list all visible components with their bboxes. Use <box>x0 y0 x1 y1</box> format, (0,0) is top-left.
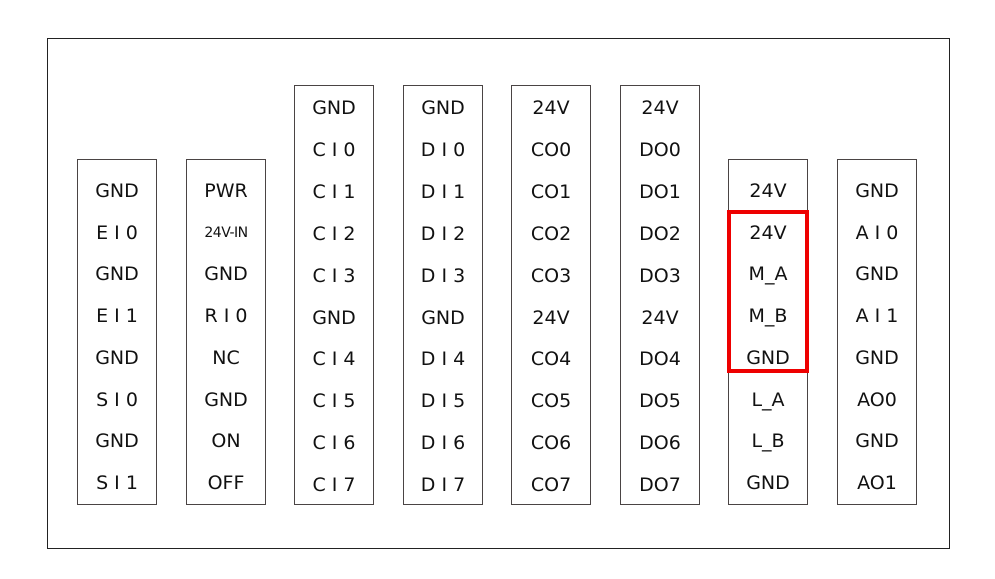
pin-label: CO5 <box>530 390 572 413</box>
pin-label: D I 0 <box>420 138 466 161</box>
pin-label: L_B <box>751 430 785 453</box>
pin-label: GND <box>746 346 790 369</box>
terminal-col-motor: 24V 24V M_A M_B GND L_A L_B GND <box>728 159 808 505</box>
pin-label: E I 0 <box>96 221 138 244</box>
pin-label: NC <box>212 346 240 369</box>
terminal-col-ai-ao: GND A I 0 GND A I 1 GND AO0 GND AO1 <box>837 159 917 505</box>
pin-label: M_A <box>748 263 788 286</box>
pin-label: DO7 <box>639 474 681 497</box>
highlight-box-motor-pins <box>727 210 809 373</box>
pin-label: DO6 <box>639 432 681 455</box>
pin-label: 24V <box>641 97 679 119</box>
pin-label: GND <box>312 306 356 329</box>
pin-label: M_B <box>748 305 788 328</box>
pin-label: GND <box>855 430 899 453</box>
pin-label: GND <box>855 180 899 202</box>
pin-label: D I 6 <box>420 432 466 455</box>
pin-label: GND <box>204 263 248 286</box>
pin-label: C I 3 <box>312 264 356 287</box>
terminal-col-ci: GND C I 0 C I 1 C I 2 C I 3 GND C I 4 C I 5 C I … <box>294 85 374 505</box>
pin-label: A I 0 <box>855 221 899 244</box>
pin-label: S I 0 <box>96 388 138 411</box>
terminal-col-do: 24V DO0 DO1 DO2 DO3 24V DO4 DO5 DO6 DO7 <box>620 85 700 505</box>
pin-label: 24V <box>749 180 787 202</box>
pin-label: C I 5 <box>312 390 356 413</box>
pin-label: OFF <box>207 471 245 494</box>
pin-label: GND <box>95 180 139 202</box>
pin-label: AO0 <box>857 388 897 411</box>
pin-label: DO5 <box>639 390 681 413</box>
pin-label: AO1 <box>857 471 897 494</box>
pin-label: R I 0 <box>204 305 248 328</box>
pin-label: 24V <box>749 221 787 244</box>
pin-label: 24V <box>641 306 679 329</box>
pin-label: ON <box>211 430 241 453</box>
pin-label: 24V <box>532 306 570 329</box>
pin-label: S I 1 <box>96 471 138 494</box>
pin-label: GND <box>95 430 139 453</box>
pin-label: D I 3 <box>420 264 466 287</box>
pin-label: L_A <box>751 388 785 411</box>
pin-label: GND <box>312 97 356 119</box>
pin-label: GND <box>95 346 139 369</box>
pin-label: GND <box>855 263 899 286</box>
pin-label: C I 7 <box>312 474 356 497</box>
pin-label: CO1 <box>530 180 572 203</box>
pin-label: D I 5 <box>420 390 466 413</box>
pin-label: CO7 <box>530 474 572 497</box>
pin-label: DO1 <box>639 180 681 203</box>
pin-label: CO0 <box>530 138 572 161</box>
pin-label: PWR <box>204 180 248 202</box>
pin-label: CO4 <box>530 348 572 371</box>
pin-label: C I 6 <box>312 432 356 455</box>
terminal-col-pwr: PWR 24V-IN GND R I 0 NC GND ON OFF <box>186 159 266 505</box>
pin-label: D I 4 <box>420 348 466 371</box>
pin-label: GND <box>421 97 465 119</box>
terminal-col-co: 24V CO0 CO1 CO2 CO3 24V CO4 CO5 CO6 CO7 <box>511 85 591 505</box>
pin-label: D I 1 <box>420 180 466 203</box>
pin-label: A I 1 <box>855 305 899 328</box>
pin-label: DO4 <box>639 348 681 371</box>
pin-label: GND <box>746 471 790 494</box>
pin-label: GND <box>204 388 248 411</box>
pin-label: E I 1 <box>96 305 138 328</box>
pin-label: DO2 <box>639 222 681 245</box>
pin-label: C I 1 <box>312 180 356 203</box>
pin-label: C I 4 <box>312 348 356 371</box>
pin-label: CO3 <box>530 264 572 287</box>
pin-label: DO0 <box>639 138 681 161</box>
pin-label: CO2 <box>530 222 572 245</box>
pin-label: D I 2 <box>420 222 466 245</box>
pin-label: C I 2 <box>312 222 356 245</box>
pin-label: 24V <box>532 97 570 119</box>
pin-label: 24V-IN <box>204 224 248 241</box>
terminal-col-di: GND D I 0 D I 1 D I 2 D I 3 GND D I 4 D I 5 D I … <box>403 85 483 505</box>
terminal-board-outline <box>47 38 950 549</box>
pin-label: GND <box>95 263 139 286</box>
terminal-col-ei-si: GND E I 0 GND E I 1 GND S I 0 GND S I 1 <box>77 159 157 505</box>
pin-label: CO6 <box>530 432 572 455</box>
pin-label: GND <box>421 306 465 329</box>
pin-label: C I 0 <box>312 138 356 161</box>
pin-label: DO3 <box>639 264 681 287</box>
pin-label: D I 7 <box>420 474 466 497</box>
pin-label: GND <box>855 346 899 369</box>
